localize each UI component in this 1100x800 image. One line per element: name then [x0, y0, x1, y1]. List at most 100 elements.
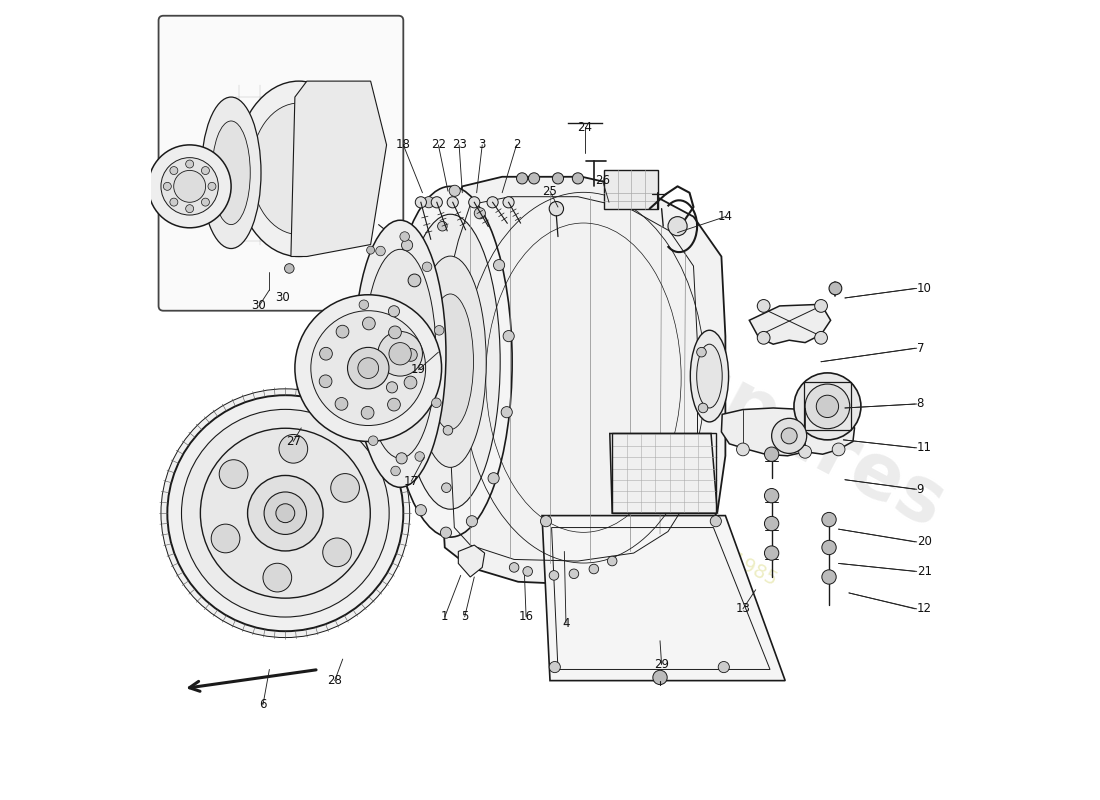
- Circle shape: [201, 166, 209, 174]
- Text: Eurospares: Eurospares: [495, 254, 956, 546]
- Circle shape: [208, 182, 216, 190]
- Text: 13: 13: [736, 602, 750, 615]
- Circle shape: [487, 197, 498, 208]
- Circle shape: [148, 145, 231, 228]
- Ellipse shape: [427, 294, 473, 430]
- Circle shape: [822, 540, 836, 554]
- Circle shape: [764, 447, 779, 462]
- Circle shape: [443, 426, 453, 435]
- Circle shape: [431, 398, 441, 407]
- Circle shape: [711, 515, 722, 526]
- Circle shape: [528, 173, 540, 184]
- Circle shape: [279, 434, 308, 463]
- Circle shape: [607, 556, 617, 566]
- Circle shape: [652, 670, 668, 685]
- Circle shape: [503, 330, 515, 342]
- Ellipse shape: [415, 256, 486, 467]
- Circle shape: [466, 516, 477, 527]
- Circle shape: [718, 662, 729, 673]
- Circle shape: [431, 197, 442, 208]
- Circle shape: [285, 264, 294, 274]
- Circle shape: [186, 160, 194, 168]
- Bar: [613, 434, 716, 514]
- Text: 3: 3: [478, 138, 486, 151]
- Circle shape: [434, 326, 444, 335]
- Circle shape: [389, 342, 411, 365]
- Polygon shape: [290, 81, 386, 257]
- Circle shape: [276, 504, 295, 522]
- Circle shape: [161, 158, 219, 215]
- Text: 22: 22: [431, 138, 446, 151]
- Ellipse shape: [354, 220, 446, 487]
- Circle shape: [387, 398, 400, 411]
- Circle shape: [805, 384, 850, 429]
- Circle shape: [698, 403, 708, 413]
- Circle shape: [422, 262, 432, 272]
- Text: 12: 12: [916, 602, 932, 615]
- Circle shape: [816, 395, 838, 418]
- Circle shape: [400, 232, 409, 242]
- Circle shape: [311, 310, 426, 426]
- Circle shape: [494, 259, 505, 270]
- Circle shape: [488, 473, 499, 484]
- Circle shape: [448, 197, 459, 208]
- Text: 10: 10: [916, 282, 932, 295]
- Ellipse shape: [364, 250, 436, 458]
- Circle shape: [822, 513, 836, 526]
- Ellipse shape: [235, 81, 363, 257]
- Circle shape: [404, 376, 417, 389]
- Circle shape: [319, 375, 332, 388]
- Circle shape: [396, 453, 407, 464]
- Polygon shape: [609, 434, 717, 514]
- Circle shape: [348, 347, 389, 389]
- Circle shape: [219, 460, 248, 489]
- Circle shape: [363, 317, 375, 330]
- Circle shape: [522, 566, 532, 576]
- Circle shape: [366, 246, 375, 254]
- Text: 4: 4: [562, 617, 570, 630]
- Circle shape: [822, 570, 836, 584]
- Text: 28: 28: [328, 674, 342, 687]
- Circle shape: [174, 170, 206, 202]
- Circle shape: [163, 182, 172, 190]
- Circle shape: [359, 300, 369, 310]
- Circle shape: [540, 515, 551, 526]
- Circle shape: [201, 198, 209, 206]
- Bar: [803, 382, 851, 430]
- Circle shape: [388, 326, 401, 338]
- Ellipse shape: [212, 121, 250, 225]
- Circle shape: [358, 358, 378, 378]
- Text: 21: 21: [916, 565, 932, 578]
- Circle shape: [390, 466, 400, 476]
- Circle shape: [405, 349, 417, 362]
- Circle shape: [264, 492, 307, 534]
- Polygon shape: [542, 515, 785, 681]
- Text: 25: 25: [542, 185, 558, 198]
- Circle shape: [295, 294, 441, 442]
- Circle shape: [503, 197, 514, 208]
- Text: 19: 19: [411, 363, 426, 376]
- Polygon shape: [440, 177, 725, 585]
- Text: a passion for parts since 1985: a passion for parts since 1985: [512, 434, 780, 590]
- Circle shape: [424, 197, 434, 208]
- Circle shape: [764, 489, 779, 503]
- Text: 23: 23: [452, 138, 466, 151]
- Circle shape: [696, 347, 706, 357]
- Text: 2: 2: [513, 138, 520, 151]
- Polygon shape: [459, 545, 485, 577]
- Circle shape: [474, 208, 485, 219]
- Circle shape: [416, 505, 427, 516]
- Circle shape: [829, 282, 842, 294]
- Circle shape: [549, 202, 563, 216]
- Text: 8: 8: [916, 398, 924, 410]
- Circle shape: [757, 299, 770, 312]
- Circle shape: [815, 331, 827, 344]
- Circle shape: [356, 373, 366, 382]
- Circle shape: [771, 418, 806, 454]
- Circle shape: [549, 662, 560, 673]
- Circle shape: [376, 246, 385, 256]
- Circle shape: [794, 373, 861, 440]
- Polygon shape: [722, 408, 855, 456]
- Circle shape: [388, 306, 399, 317]
- Ellipse shape: [696, 344, 723, 408]
